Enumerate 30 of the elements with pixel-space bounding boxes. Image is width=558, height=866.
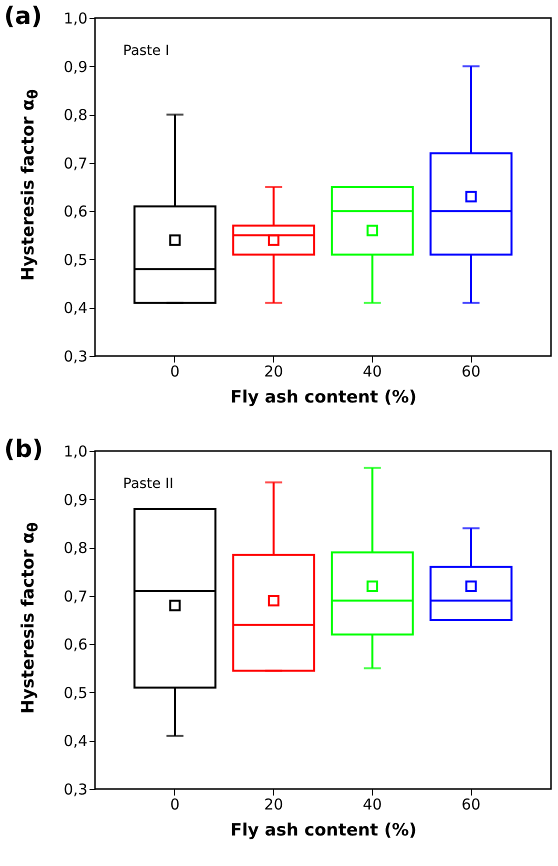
annotation: Paste II bbox=[123, 476, 174, 492]
y-tick-label: 0,5 bbox=[64, 684, 88, 702]
y-tick-label: 0,5 bbox=[64, 250, 88, 269]
y-tick-label: 0,4 bbox=[64, 732, 88, 750]
y-tick-label: 0,9 bbox=[64, 490, 88, 509]
x-tick-label: 40 bbox=[362, 796, 382, 814]
x-tick-label: 60 bbox=[462, 796, 481, 814]
y-tick-label: 1,0 bbox=[64, 10, 88, 28]
y-tick-label: 0,6 bbox=[64, 636, 88, 654]
x-axis-title: Fly ash content (%) bbox=[230, 388, 417, 408]
x-axis-title: Fly ash content (%) bbox=[230, 820, 417, 840]
x-tick-label: 0 bbox=[170, 796, 180, 814]
x-tick-label: 20 bbox=[264, 362, 284, 380]
x-tick-label: 20 bbox=[264, 796, 284, 814]
y-tick-label: 0,7 bbox=[64, 154, 88, 172]
y-tick-label: 0,8 bbox=[64, 106, 88, 124]
x-tick-label: 40 bbox=[362, 362, 382, 380]
x-tick-label: 0 bbox=[170, 362, 180, 380]
y-tick-label: 0,4 bbox=[64, 299, 88, 318]
y-tick-label: 0,3 bbox=[64, 780, 88, 798]
text: (a) bbox=[4, 2, 42, 30]
y-tick-label: 0,9 bbox=[64, 58, 88, 76]
y-tick-label: 0,3 bbox=[64, 348, 88, 366]
y-tick-label: 0,6 bbox=[64, 202, 88, 221]
y-tick-label: 0,8 bbox=[64, 539, 88, 558]
x-tick-label: 60 bbox=[462, 362, 481, 380]
text: (b) bbox=[4, 435, 44, 463]
annotation: Paste I bbox=[123, 43, 170, 59]
y-tick-label: 0,7 bbox=[64, 587, 88, 606]
y-tick-label: 1,0 bbox=[64, 442, 88, 460]
